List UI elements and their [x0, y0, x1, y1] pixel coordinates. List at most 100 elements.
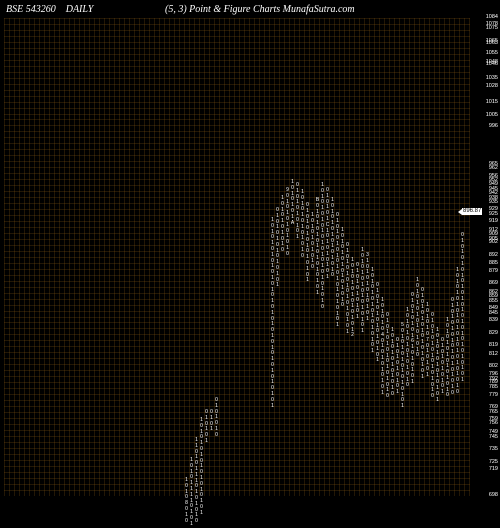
y-axis-label: 785 — [489, 385, 498, 391]
grid-line-v — [9, 18, 10, 496]
y-axis-label: 902 — [489, 240, 498, 246]
chart-header: BSE 543260 DAILY (5, 3) Point & Figure C… — [0, 4, 500, 20]
grid-line-v — [114, 18, 115, 496]
grid-line-v — [29, 18, 30, 496]
pf-cell: 1 — [270, 404, 275, 410]
grid-line-v — [219, 18, 220, 496]
pf-cell: 2 — [350, 333, 355, 339]
grid-line-v — [134, 18, 135, 496]
y-axis-label: 996 — [489, 124, 498, 130]
y-axis-label: 779 — [489, 393, 498, 399]
y-axis-label: 925 — [489, 212, 498, 218]
y-axis-label: 1075 — [486, 26, 498, 32]
pf-cell: 0 — [455, 390, 460, 396]
grid-line-v — [89, 18, 90, 496]
pf-column: 0101010 — [214, 398, 219, 439]
pf-cell: 1 — [275, 283, 280, 289]
grid-line-v — [99, 18, 100, 496]
pf-cell: 1 — [400, 404, 405, 410]
y-axis-label: 1046 — [486, 62, 498, 68]
grid-line-v — [129, 18, 130, 496]
grid-line-v — [424, 18, 425, 496]
y-axis-label: 879 — [489, 269, 498, 275]
grid-line-v — [69, 18, 70, 496]
grid-line-v — [224, 18, 225, 496]
pf-cell: 1 — [199, 511, 204, 517]
grid-line-v — [229, 18, 230, 496]
y-axis-label: 935 — [489, 200, 498, 206]
pf-cell: 0 — [214, 433, 219, 439]
y-axis-label: 765 — [489, 410, 498, 416]
grid-line-v — [379, 18, 380, 496]
pf-cell: 1 — [460, 378, 465, 384]
chart-title: (5, 3) Point & Figure Charts MunafaSutra… — [165, 4, 355, 15]
grid-line-v — [404, 18, 405, 496]
y-axis-label: 919 — [489, 219, 498, 225]
grid-line-v — [194, 18, 195, 496]
grid-line-v — [144, 18, 145, 496]
y-axis-label: 725 — [489, 460, 498, 466]
grid-line-v — [74, 18, 75, 496]
y-axis-label: 802 — [489, 364, 498, 370]
grid-line-v — [154, 18, 155, 496]
pf-cell: 1 — [305, 278, 310, 284]
grid-line-v — [84, 18, 85, 496]
y-axis-label: 1035 — [486, 76, 498, 82]
pf-cell: 1 — [410, 380, 415, 386]
grid-line-v — [4, 18, 5, 496]
grid-line-v — [104, 18, 105, 496]
grid-line-v — [109, 18, 110, 496]
grid-line-v — [249, 18, 250, 496]
pf-cell: 0 — [320, 305, 325, 311]
grid-line-v — [374, 18, 375, 496]
grid-line-v — [39, 18, 40, 496]
y-axis-label: 698 — [489, 493, 498, 499]
y-axis-label: 812 — [489, 352, 498, 358]
grid-line-v — [454, 18, 455, 496]
symbol-period: BSE 543260 DAILY — [6, 4, 93, 15]
grid-line-v — [469, 18, 470, 496]
grid-line-v — [389, 18, 390, 496]
grid-line-v — [294, 18, 295, 496]
grid-line-v — [94, 18, 95, 496]
y-axis-label: 1005 — [486, 113, 498, 119]
grid-line-v — [44, 18, 45, 496]
grid-line-v — [14, 18, 15, 496]
y-axis-label: 1015 — [486, 100, 498, 106]
pf-cell: 1 — [335, 323, 340, 329]
y-axis-label: 962 — [489, 166, 498, 172]
grid-line-v — [19, 18, 20, 496]
y-axis-label: 735 — [489, 447, 498, 453]
grid-line-v — [244, 18, 245, 496]
chart-area: 1010801010101111010111010111010101010101… — [4, 18, 470, 496]
pf-column: 01010101010101010101010101 — [460, 233, 465, 384]
grid-line-v — [384, 18, 385, 496]
grid-line-v — [174, 18, 175, 496]
grid-line-v — [24, 18, 25, 496]
y-axis-label: 819 — [489, 343, 498, 349]
grid-line-v — [79, 18, 80, 496]
current-price-marker: 896.87 — [462, 208, 482, 215]
pf-cell: 1 — [360, 329, 365, 335]
period: DAILY — [66, 4, 94, 15]
y-axis-label: 719 — [489, 467, 498, 473]
grid-line-v — [149, 18, 150, 496]
y-axis-label: 839 — [489, 318, 498, 324]
y-axis: 1084107810751065106310551048104610351028… — [472, 18, 498, 496]
grid-line-v — [124, 18, 125, 496]
grid-line-v — [259, 18, 260, 496]
grid-line-v — [59, 18, 60, 496]
grid-line-v — [184, 18, 185, 496]
y-axis-label: 1028 — [486, 84, 498, 90]
grid-line-v — [64, 18, 65, 496]
grid-line-v — [419, 18, 420, 496]
pf-cell: 0 — [194, 519, 199, 525]
grid-line-v — [49, 18, 50, 496]
y-axis-label: 892 — [489, 253, 498, 259]
y-axis-label: 1063 — [486, 41, 498, 47]
grid-line-v — [399, 18, 400, 496]
grid-line-v — [394, 18, 395, 496]
grid-line-v — [439, 18, 440, 496]
grid-line-v — [34, 18, 35, 496]
grid-line-v — [264, 18, 265, 496]
